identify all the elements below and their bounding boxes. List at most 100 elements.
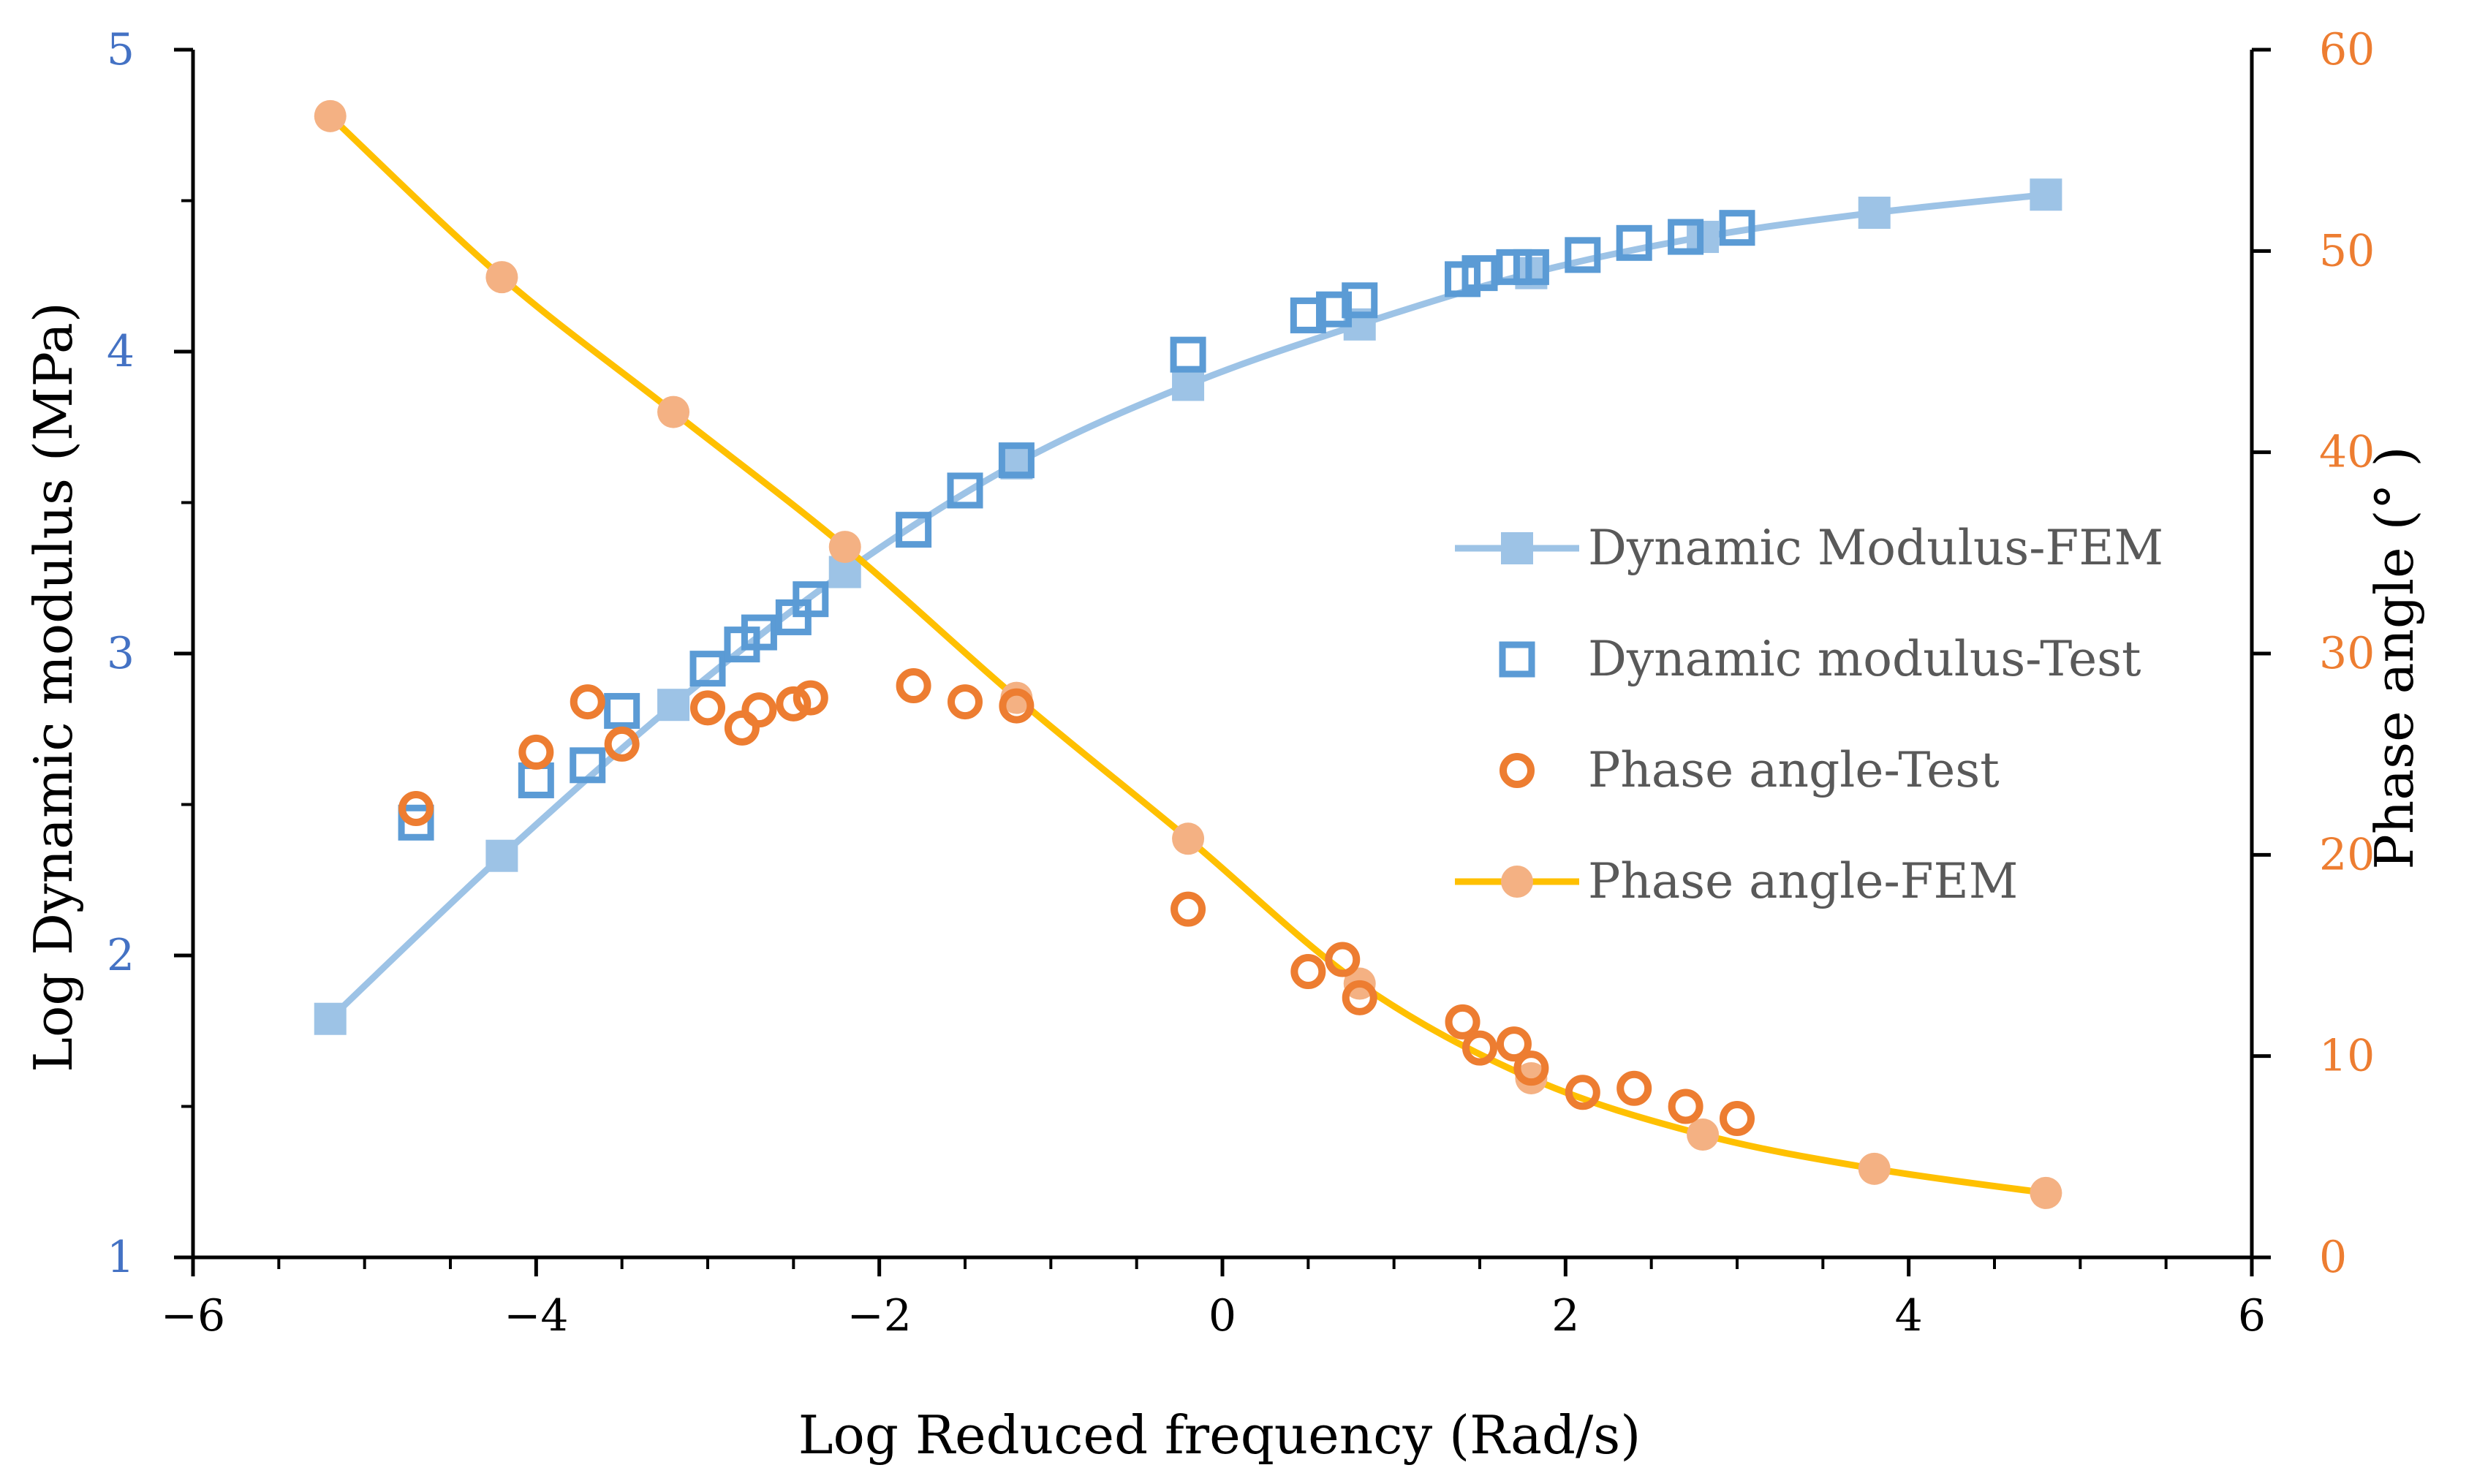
legend-entry: Phase angle-Test [1500, 742, 2000, 798]
data-point [793, 581, 829, 618]
data-point [1616, 224, 1652, 261]
data-point [998, 442, 1035, 479]
data-point [2030, 1176, 2062, 1209]
data-point [1513, 1050, 1549, 1086]
data-point [398, 791, 434, 827]
data-point [1290, 954, 1326, 990]
data-point [1445, 1004, 1480, 1040]
y-right-tick-label: 30 [2319, 628, 2375, 679]
data-point [314, 99, 347, 132]
data-point [1325, 942, 1361, 977]
data-point [896, 512, 932, 548]
data-point [1513, 249, 1549, 285]
y-left-tick-label: 4 [107, 326, 135, 377]
data-point [1290, 297, 1326, 333]
x-tick-label: 0 [1209, 1290, 1236, 1341]
data-point [1342, 980, 1377, 1015]
data-point [2030, 178, 2062, 211]
data-point [657, 689, 690, 722]
y-axis-left-title: Log Dynamic modulus (MPa) [23, 302, 84, 1072]
data-point [398, 804, 434, 841]
x-tick-label: −6 [161, 1290, 225, 1341]
data-point [1342, 282, 1378, 319]
data-point [1461, 255, 1498, 292]
data-point [1462, 1030, 1497, 1066]
y-left-tick-label: 1 [107, 1232, 135, 1283]
data-point [828, 531, 861, 564]
x-axis-title: Log Reduced frequency (Rad/s) [798, 1404, 1641, 1466]
y-right-tick-label: 10 [2319, 1031, 2375, 1082]
data-point [518, 762, 554, 798]
legend-label: Phase angle-FEM [1588, 853, 2018, 909]
y-right-tick-label: 50 [2319, 225, 2375, 276]
data-point [1171, 891, 1206, 927]
data-point [1668, 219, 1704, 255]
y-right-tick-label: 60 [2319, 24, 2375, 75]
x-tick-label: 2 [1551, 1290, 1579, 1341]
data-point [741, 614, 777, 651]
data-point [314, 1002, 347, 1035]
y-right-tick-label: 40 [2319, 427, 2375, 478]
data-point [947, 472, 983, 509]
data-point [1565, 237, 1601, 273]
y-axis-right-title: Phase angle (° ) [2364, 446, 2425, 869]
data-point [689, 651, 726, 687]
data-point [741, 692, 777, 728]
y-left-tick-label: 3 [107, 628, 135, 679]
legend-label: Phase angle-Test [1588, 742, 2000, 798]
data-point [604, 726, 640, 762]
legend-marker [1499, 641, 1535, 678]
legend-marker [1501, 532, 1533, 564]
data-point [604, 692, 640, 729]
data-point [1565, 1075, 1600, 1110]
data-point [570, 747, 606, 784]
data-point [1616, 1070, 1652, 1106]
legend-label: Dynamic modulus-Test [1588, 631, 2141, 687]
series-phase-angle-test [398, 668, 1755, 1137]
legend-marker [1501, 866, 1533, 898]
data-point [1858, 1152, 1891, 1185]
data-point [1000, 681, 1033, 714]
data-point [1720, 1101, 1755, 1137]
x-tick-label: 6 [2238, 1290, 2266, 1341]
data-point [1515, 1061, 1548, 1094]
data-point [518, 734, 554, 770]
data-point [776, 686, 812, 722]
data-point [570, 684, 605, 720]
legend-marker [1500, 753, 1535, 788]
data-point [948, 684, 983, 720]
x-tick-label: −4 [504, 1290, 568, 1341]
series-phase-angle-fem [314, 99, 2062, 1209]
data-point [999, 688, 1035, 724]
x-tick-label: 4 [1895, 1290, 1923, 1341]
data-point [690, 690, 725, 726]
y-right-tick-label: 0 [2319, 1232, 2347, 1283]
x-tick-label: −2 [847, 1290, 911, 1341]
legend-entry: Phase angle-FEM [1455, 853, 2018, 909]
data-point [1858, 197, 1891, 230]
series-dynamic-modulus-test [398, 210, 1755, 841]
data-point [1719, 210, 1755, 246]
data-point [1496, 1026, 1532, 1062]
data-point [793, 680, 828, 716]
legend-entry: Dynamic Modulus-FEM [1455, 520, 2163, 576]
data-point [1316, 291, 1353, 328]
data-point [1172, 822, 1205, 855]
data-point [1687, 1118, 1720, 1151]
legend-label: Dynamic Modulus-FEM [1588, 520, 2163, 576]
y-left-tick-label: 2 [107, 930, 135, 981]
data-point [896, 668, 931, 704]
series-line [328, 113, 2047, 1197]
data-point [1668, 1089, 1703, 1124]
data-point [1172, 368, 1205, 401]
legend-entry: Dynamic modulus-Test [1499, 631, 2141, 687]
data-point [485, 839, 518, 872]
data-point [485, 261, 518, 294]
y-left-tick-label: 5 [107, 24, 135, 75]
data-point [657, 395, 690, 428]
data-point [1170, 336, 1206, 373]
data-point [724, 710, 760, 746]
y-right-tick-label: 20 [2319, 829, 2375, 880]
